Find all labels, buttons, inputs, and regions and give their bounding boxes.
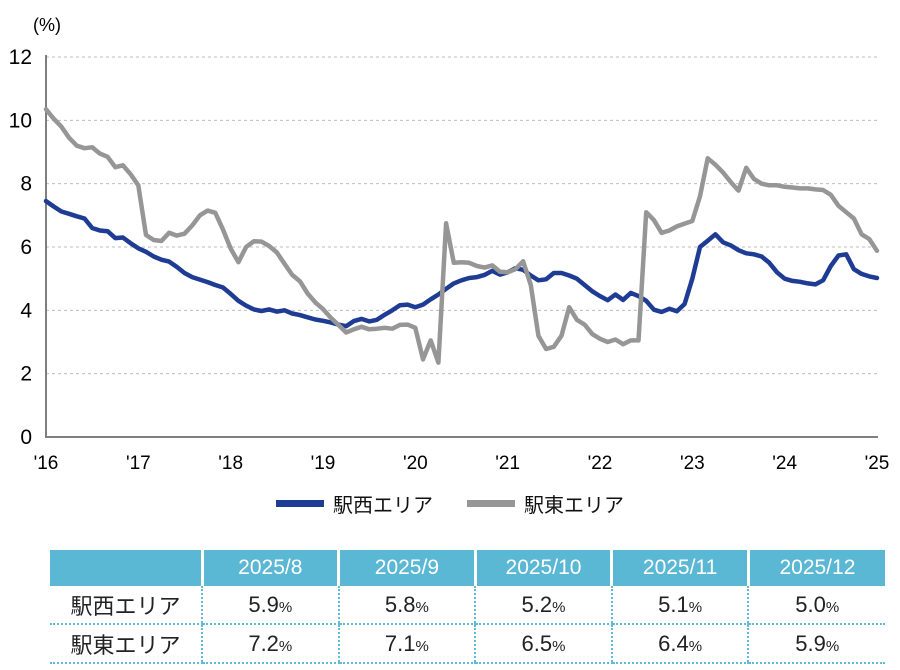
x-tick-label-18: '18	[218, 453, 243, 474]
table-col-2025-10: 2025/10	[473, 550, 612, 586]
table-col-2025-9: 2025/9	[337, 550, 476, 586]
x-tick-label-17: '17	[126, 453, 151, 474]
y-axis-unit-label: (%)	[33, 15, 61, 35]
x-tick-label-16: '16	[34, 453, 59, 474]
legend-item-higashi: 駅東エリア	[467, 489, 624, 518]
x-tick-label-23: '23	[680, 453, 705, 474]
monthly-vacancy-table: 2025/8 2025/9 2025/10 2025/11 2025/12 駅西…	[50, 550, 885, 664]
y-tick-label-10: 10	[9, 109, 32, 132]
x-tick-label-20: '20	[403, 453, 428, 474]
y-tick-label-8: 8	[20, 173, 32, 196]
cell-higashi-2025-8: 7.2%	[201, 624, 339, 664]
chart-legend: 駅西エリア 駅東エリア	[0, 489, 900, 518]
table-col-2025-12: 2025/12	[746, 550, 885, 586]
row-label-higashi: 駅東エリア	[50, 624, 202, 664]
x-tick-label-22: '22	[588, 453, 613, 474]
y-tick-label-4: 4	[20, 299, 32, 322]
legend-label-nishi: 駅西エリア	[333, 495, 433, 517]
percent-sign: %	[278, 637, 293, 655]
table-col-2025-8: 2025/8	[200, 550, 339, 586]
vacancy-rate-line-chart: 0 2 4 6 8 10 12(%) '16 '17 '18 '19 '20 '21 '22 '23 '24 '…	[9, 15, 890, 474]
percent-sign: %	[552, 637, 566, 655]
percent-sign: %	[415, 598, 429, 616]
cell-higashi-2025-11: 6.4%	[610, 624, 749, 664]
legend-item-nishi: 駅西エリア	[276, 489, 433, 518]
table-row-nishi: 駅西エリア 5.9% 5.8% 5.2% 5.1% 5.0%	[50, 586, 885, 625]
cell-nishi-2025-9: 5.8%	[337, 586, 476, 625]
cell-higashi-2025-10: 6.5%	[474, 624, 612, 664]
row-label-nishi: 駅西エリア	[50, 586, 202, 625]
percent-sign: %	[825, 637, 840, 655]
y-tick-label-6: 6	[20, 236, 32, 259]
legend-label-higashi: 駅東エリア	[524, 495, 624, 517]
x-tick-label-21: '21	[495, 453, 520, 474]
nishi-line-swatch	[276, 500, 324, 507]
x-tick-label-19: '19	[311, 453, 336, 474]
percent-sign: %	[688, 598, 703, 616]
cell-nishi-2025-12: 5.0%	[747, 586, 885, 625]
cell-nishi-2025-10: 5.2%	[474, 586, 612, 625]
cell-nishi-2025-8: 5.9%	[201, 586, 339, 625]
y-tick-label-2: 2	[20, 363, 32, 386]
cell-nishi-2025-11: 5.1%	[610, 586, 749, 625]
percent-sign: %	[688, 637, 703, 655]
percent-sign: %	[278, 598, 293, 616]
table-header-row: 2025/8 2025/9 2025/10 2025/11 2025/12	[50, 550, 885, 586]
table-corner-cell	[50, 550, 202, 586]
x-tick-label-24: '24	[772, 453, 797, 474]
percent-sign: %	[415, 637, 429, 655]
percent-sign: %	[552, 598, 566, 616]
cell-higashi-2025-9: 7.1%	[337, 624, 476, 664]
y-tick-label-0: 0	[20, 426, 32, 449]
y-tick-label-12: 12	[9, 46, 32, 69]
series-line-higashi	[43, 107, 880, 365]
table-row-higashi: 駅東エリア 7.2% 7.1% 6.5% 6.4% 5.9%	[50, 624, 885, 664]
series-line-nishi	[43, 198, 880, 329]
table-col-2025-11: 2025/11	[610, 550, 749, 586]
cell-higashi-2025-12: 5.9%	[747, 624, 885, 664]
higashi-line-swatch	[467, 500, 515, 507]
percent-sign: %	[825, 598, 840, 616]
x-tick-label-25: '25	[865, 453, 890, 474]
